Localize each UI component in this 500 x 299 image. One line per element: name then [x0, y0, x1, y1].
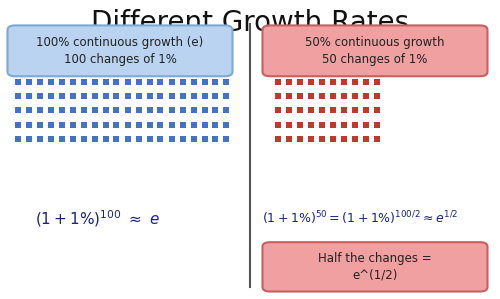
Text: Half the changes =
e^(1/2): Half the changes = e^(1/2) — [318, 252, 432, 282]
Text: $(1+1\%)^{50}=(1+1\%)^{100/2}\approx e^{1/2}$: $(1+1\%)^{50}=(1+1\%)^{100/2}\approx e^{… — [262, 210, 459, 227]
Text: 100% continuous growth (e)
100 changes of 1%: 100% continuous growth (e) 100 changes o… — [36, 36, 203, 66]
FancyBboxPatch shape — [262, 25, 488, 76]
Text: 50% continuous growth
50 changes of 1%: 50% continuous growth 50 changes of 1% — [305, 36, 445, 66]
FancyBboxPatch shape — [262, 242, 488, 292]
FancyBboxPatch shape — [8, 25, 232, 76]
Text: $(1+1\%)^{100}\ \approx\ e$: $(1+1\%)^{100}\ \approx\ e$ — [35, 208, 160, 229]
Text: Different Growth Rates: Different Growth Rates — [91, 9, 409, 37]
